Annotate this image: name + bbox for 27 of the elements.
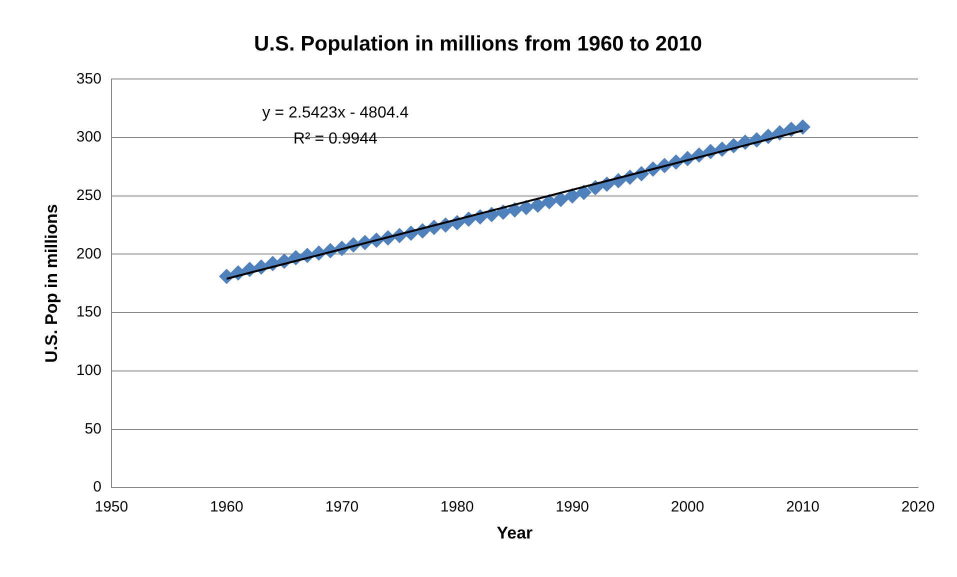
point [564,188,580,204]
x-tick-label: 2000 [670,498,704,516]
point [795,120,810,135]
x-tick-label: 2010 [786,498,820,516]
point [530,198,546,213]
y-tick-label: 150 [76,304,102,321]
y-tick-label: 350 [76,70,102,88]
y-tick-label: 50 [84,420,102,438]
y-tick-label: 0 [93,478,102,496]
y-axis-title: U.S. Pop in millions [42,204,61,363]
x-tick-label: 1950 [94,498,128,516]
point [553,192,568,207]
annotation: y = 2.5423x - 4804.4 [262,104,409,122]
x-axis-title: Year [496,523,534,542]
y-tick-label: 100 [76,362,102,380]
x-tick-label: 1990 [556,498,590,516]
x-tick-label: 1960 [210,498,244,516]
point [542,194,557,210]
x-tick-label: 2020 [901,498,935,516]
x-tick-label: 1980 [440,498,474,516]
y-tick-label: 200 [76,245,102,262]
y-tick-label: 300 [76,128,102,146]
x-tick-label: 1970 [325,498,359,516]
chart-title: U.S. Population in millions from 1960 to 2010 [254,32,702,56]
annotation: R² = 0.9944 [293,130,378,148]
point [576,184,592,200]
y-tick-label: 250 [76,187,102,204]
